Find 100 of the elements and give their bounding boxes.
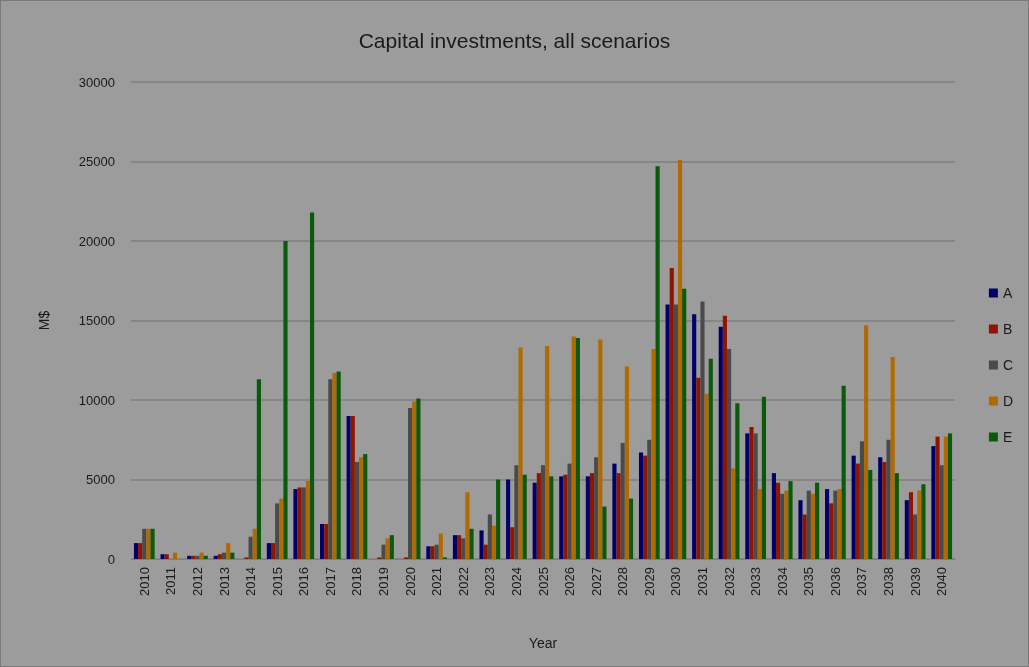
bar — [133, 543, 139, 559]
bar — [726, 349, 732, 559]
x-tick-label: 2026 — [562, 567, 578, 596]
x-tick-label: 2020 — [402, 567, 418, 596]
bar — [559, 476, 564, 559]
bar — [479, 530, 484, 559]
bar — [665, 304, 670, 559]
chart-title: Capital investments, all scenarios — [358, 29, 671, 52]
x-tick-label: 2039 — [907, 567, 923, 596]
bar — [266, 543, 271, 559]
x-tick-label: 2030 — [668, 567, 684, 596]
bar — [213, 555, 218, 559]
x-tick-label: 2027 — [588, 567, 604, 596]
y-axis-title: M$ — [36, 310, 52, 331]
bar — [798, 500, 803, 559]
x-axis-title: Year — [528, 635, 558, 651]
bar — [164, 554, 169, 559]
bar — [761, 396, 767, 559]
bar — [563, 474, 568, 559]
bar — [731, 468, 736, 559]
bar — [389, 535, 394, 559]
bar — [917, 490, 922, 559]
bar — [931, 446, 936, 559]
bar — [150, 528, 155, 559]
bar — [146, 528, 151, 559]
bar — [217, 554, 222, 559]
y-tick-label: 5000 — [86, 472, 115, 487]
bar — [886, 439, 891, 559]
bar — [651, 349, 656, 559]
x-tick-label: 2029 — [641, 567, 657, 596]
bar — [802, 514, 807, 559]
bar — [279, 498, 284, 559]
bar — [549, 476, 554, 559]
bar — [221, 552, 227, 559]
bar — [673, 304, 678, 559]
bar — [195, 555, 200, 559]
bar — [434, 544, 439, 559]
bar — [878, 457, 883, 559]
bar — [172, 552, 178, 559]
bar — [332, 372, 337, 559]
x-tick-label: 2037 — [854, 567, 870, 596]
bar — [908, 492, 914, 559]
bar — [612, 463, 617, 559]
bar — [491, 525, 497, 559]
bar — [385, 538, 390, 559]
bar — [643, 455, 648, 559]
bar — [677, 159, 683, 559]
bar — [545, 345, 550, 559]
bar — [461, 538, 466, 559]
bar — [203, 555, 208, 559]
legend-label: C — [1002, 357, 1014, 373]
y-tick-label: 15000 — [78, 313, 115, 328]
bar — [692, 314, 697, 559]
bar — [452, 535, 458, 559]
bar — [252, 528, 257, 559]
bar — [275, 503, 280, 559]
bar — [354, 462, 360, 559]
bar — [506, 479, 511, 559]
bar — [947, 433, 953, 559]
bar — [749, 427, 754, 559]
y-tick-label: 30000 — [78, 74, 115, 90]
bar — [788, 481, 793, 559]
bar — [624, 366, 629, 559]
x-tick-label: 2015 — [269, 567, 285, 596]
bar — [745, 433, 750, 559]
x-tick-label: 2016 — [296, 567, 312, 596]
bar — [309, 212, 315, 559]
bar — [408, 407, 413, 559]
bar — [283, 241, 288, 559]
bar — [328, 379, 333, 559]
legend-label: A — [1002, 285, 1013, 301]
bar — [575, 337, 580, 559]
x-tick-label: 2036 — [827, 567, 843, 596]
bar — [784, 490, 789, 559]
bar — [851, 455, 856, 559]
bar — [487, 514, 492, 559]
bar — [882, 462, 887, 559]
bar — [469, 528, 474, 559]
bar — [438, 533, 443, 559]
bar — [704, 393, 709, 559]
x-tick-label: 2028 — [615, 567, 631, 596]
bar — [829, 503, 834, 559]
legend-label: B — [1002, 321, 1013, 337]
bar — [226, 543, 231, 559]
bar — [536, 473, 541, 559]
bar — [638, 452, 644, 559]
y-tick-label: 20000 — [78, 233, 115, 249]
bar — [319, 524, 325, 559]
bar — [540, 465, 546, 559]
bar — [722, 315, 727, 559]
bar — [522, 474, 527, 559]
bar — [708, 358, 713, 559]
x-tick-label: 2034 — [774, 567, 790, 596]
bar — [921, 484, 926, 559]
bar — [602, 506, 607, 559]
bar — [301, 487, 306, 559]
bar — [594, 457, 599, 559]
bar — [810, 493, 816, 559]
bar — [416, 398, 421, 559]
x-tick-label: 2013 — [216, 567, 232, 596]
